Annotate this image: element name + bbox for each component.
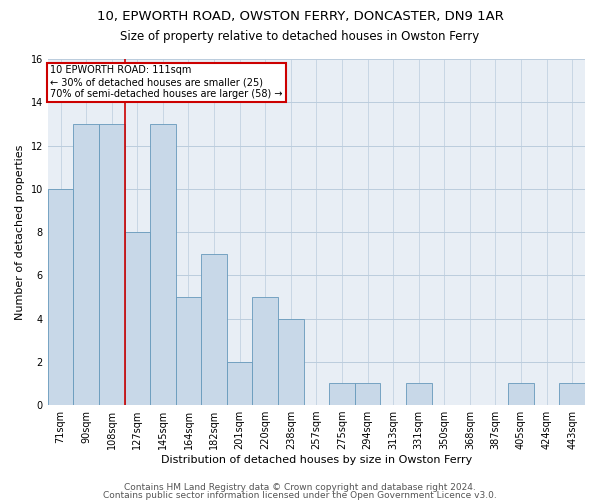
Text: Contains public sector information licensed under the Open Government Licence v3: Contains public sector information licen… [103, 491, 497, 500]
Y-axis label: Number of detached properties: Number of detached properties [15, 144, 25, 320]
X-axis label: Distribution of detached houses by size in Owston Ferry: Distribution of detached houses by size … [161, 455, 472, 465]
Bar [278, 318, 304, 405]
Text: 10 EPWORTH ROAD: 111sqm
← 30% of detached houses are smaller (25)
70% of semi-de: 10 EPWORTH ROAD: 111sqm ← 30% of detache… [50, 66, 283, 98]
Bar [559, 384, 585, 405]
Text: Size of property relative to detached houses in Owston Ferry: Size of property relative to detached ho… [121, 30, 479, 43]
Bar [406, 384, 431, 405]
Bar [99, 124, 125, 405]
Bar [355, 384, 380, 405]
Bar [508, 384, 534, 405]
Bar [48, 189, 73, 405]
Text: 10, EPWORTH ROAD, OWSTON FERRY, DONCASTER, DN9 1AR: 10, EPWORTH ROAD, OWSTON FERRY, DONCASTE… [97, 10, 503, 23]
Bar [176, 297, 201, 405]
Bar [150, 124, 176, 405]
Bar [73, 124, 99, 405]
Bar [253, 297, 278, 405]
Bar [329, 384, 355, 405]
Bar [227, 362, 253, 405]
Bar [125, 232, 150, 405]
Bar [201, 254, 227, 405]
Text: Contains HM Land Registry data © Crown copyright and database right 2024.: Contains HM Land Registry data © Crown c… [124, 484, 476, 492]
